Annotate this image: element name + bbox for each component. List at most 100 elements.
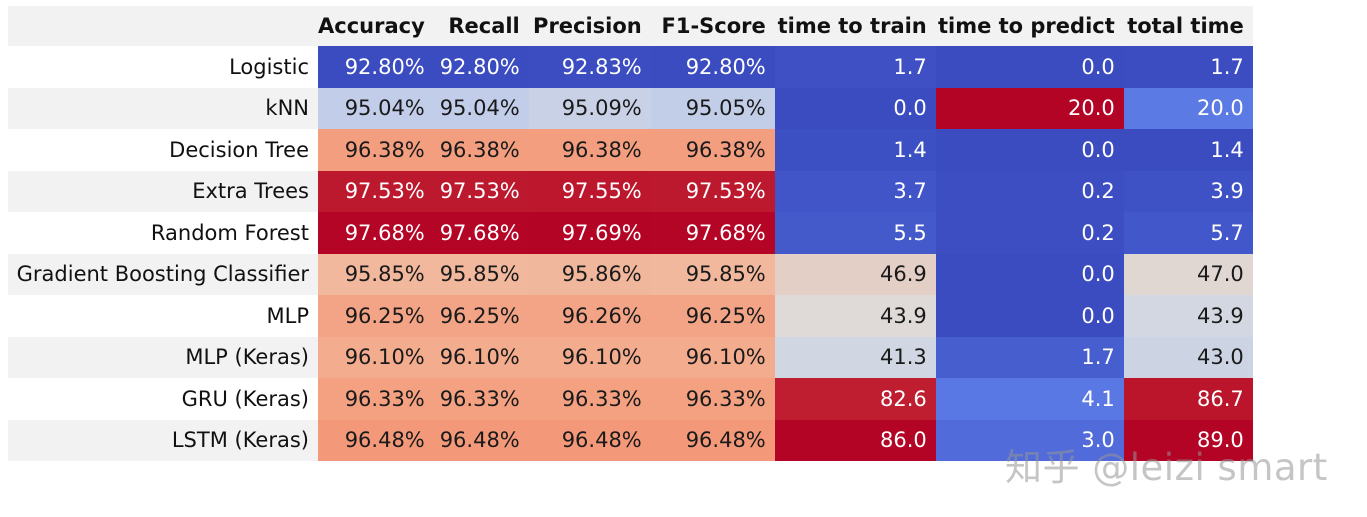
heatmap-cell: 82.6 (774, 378, 936, 420)
heatmap-cell: 43.0 (1123, 336, 1253, 378)
row-label: GRU (Keras) (8, 378, 318, 420)
row-label: Logistic (8, 46, 318, 88)
heatmap-cell: 97.68% (650, 212, 775, 254)
heatmap-cell: 92.80% (650, 46, 775, 88)
heatmap-cell: 95.04% (318, 87, 434, 129)
heatmap-cell: 95.09% (528, 87, 651, 129)
watermark: 知乎 @leizi smart (1005, 446, 1328, 489)
heatmap-cell: 0.0 (935, 46, 1124, 88)
heatmap-cell: 97.69% (528, 212, 651, 254)
row-label: MLP (Keras) (8, 336, 318, 378)
heatmap-cell: 96.10% (528, 336, 651, 378)
row-label: Gradient Boosting Classifier (8, 253, 318, 295)
table-row: MLP 96.25% 96.25% 96.26% 96.25% 43.9 0.0 43.9 (8, 295, 1253, 337)
heatmap-cell: 95.85% (433, 253, 529, 295)
heatmap-cell: 92.83% (528, 46, 651, 88)
heatmap-cell: 95.05% (650, 87, 775, 129)
row-label: Random Forest (8, 212, 318, 254)
table-row: Random Forest 97.68% 97.68% 97.69% 97.68% 5.5… (8, 212, 1253, 254)
column-header: Accuracy (318, 6, 434, 46)
table-row: kNN 95.04% 95.04% 95.09% 95.05% 0.0 20.0 20.0 (8, 87, 1253, 129)
heatmap-cell: 20.0 (1123, 87, 1253, 129)
row-label: Extra Trees (8, 170, 318, 212)
heatmap-cell: 0.0 (935, 295, 1124, 337)
table-row: Logistic 92.80% 92.80% 92.83% 92.80% 1.7 0.0 1.… (8, 46, 1253, 88)
heatmap-cell: 96.38% (318, 129, 434, 171)
heatmap-cell: 47.0 (1123, 253, 1253, 295)
heatmap-cell: 5.7 (1123, 212, 1253, 254)
heatmap-cell: 92.80% (433, 46, 529, 88)
heatmap-cell: 1.7 (935, 336, 1124, 378)
table-row: Decision Tree 96.38% 96.38% 96.38% 96.38% 1.4… (8, 129, 1253, 171)
heatmap-cell: 3.0 (935, 419, 1124, 461)
column-header: F1-Score (650, 6, 775, 46)
heatmap-cell: 4.1 (935, 378, 1124, 420)
heatmap-cell: 86.7 (1123, 378, 1253, 420)
row-label: MLP (8, 295, 318, 337)
heatmap-cell: 96.26% (528, 295, 651, 337)
heatmap-cell: 3.7 (774, 170, 936, 212)
heatmap-cell: 96.48% (318, 419, 434, 461)
heatmap-cell: 5.5 (774, 212, 936, 254)
heatmap-cell: 1.7 (1123, 46, 1253, 88)
heatmap-cell: 0.0 (774, 87, 936, 129)
heatmap-cell: 89.0 (1123, 419, 1253, 461)
heatmap-cell: 96.10% (433, 336, 529, 378)
heatmap-cell: 96.33% (318, 378, 434, 420)
row-label: Decision Tree (8, 129, 318, 171)
heatmap-cell: 96.10% (650, 336, 775, 378)
heatmap-cell: 96.33% (433, 378, 529, 420)
table-row: Extra Trees 97.53% 97.53% 97.55% 97.53% 3.7 0.… (8, 170, 1253, 212)
heatmap-cell: 3.9 (1123, 170, 1253, 212)
table-row: Gradient Boosting Classifier 95.85% 95.85%… (8, 253, 1253, 295)
heatmap-cell: 0.2 (935, 212, 1124, 254)
heatmap-cell: 96.48% (650, 419, 775, 461)
column-header: Precision (528, 6, 651, 46)
table-body: Logistic 92.80% 92.80% 92.83% 92.80% 1.7 0.0 1.… (8, 46, 1253, 461)
column-header: time to predict (935, 6, 1124, 46)
table-row: MLP (Keras) 96.10% 96.10% 96.10% 96.10% 41.3 1… (8, 336, 1253, 378)
heatmap-cell: 96.48% (433, 419, 529, 461)
heatmap-cell: 1.4 (1123, 129, 1253, 171)
row-label: LSTM (Keras) (8, 419, 318, 461)
heatmap-cell: 97.53% (433, 170, 529, 212)
heatmap-cell: 97.55% (528, 170, 651, 212)
heatmap-cell: 1.4 (774, 129, 936, 171)
column-header: Recall (433, 6, 529, 46)
heatmap-cell: 43.9 (1123, 295, 1253, 337)
heatmap-cell: 97.68% (433, 212, 529, 254)
heatmap-cell: 96.33% (528, 378, 651, 420)
heatmap-cell: 0.0 (935, 253, 1124, 295)
heatmap-cell: 43.9 (774, 295, 936, 337)
heatmap-cell: 96.38% (528, 129, 651, 171)
corner-cell (8, 6, 318, 46)
heatmap-cell: 97.68% (318, 212, 434, 254)
heatmap-cell: 96.38% (433, 129, 529, 171)
heatmap-cell: 97.53% (650, 170, 775, 212)
heatmap-cell: 96.33% (650, 378, 775, 420)
heatmap-cell: 96.38% (650, 129, 775, 171)
heatmap-cell: 92.80% (318, 46, 434, 88)
heatmap-cell: 1.7 (774, 46, 936, 88)
heatmap-cell: 0.0 (935, 129, 1124, 171)
heatmap-cell: 97.53% (318, 170, 434, 212)
heatmap-cell: 0.2 (935, 170, 1124, 212)
header-row: Accuracy Recall Precision F1-Score time … (8, 6, 1253, 46)
heatmap-cell: 41.3 (774, 336, 936, 378)
row-label: kNN (8, 87, 318, 129)
heatmap-table: Accuracy Recall Precision F1-Score time … (8, 6, 1253, 461)
table-row: GRU (Keras) 96.33% 96.33% 96.33% 96.33% 82.6 4… (8, 378, 1253, 420)
heatmap-cell: 46.9 (774, 253, 936, 295)
heatmap-cell: 95.86% (528, 253, 651, 295)
heatmap-cell: 96.25% (318, 295, 434, 337)
heatmap-cell: 95.04% (433, 87, 529, 129)
heatmap-cell: 86.0 (774, 419, 936, 461)
table-row: LSTM (Keras) 96.48% 96.48% 96.48% 96.48% 86.0… (8, 419, 1253, 461)
heatmap-cell: 95.85% (318, 253, 434, 295)
column-header: time to train (774, 6, 936, 46)
heatmap-cell: 96.25% (433, 295, 529, 337)
heatmap-cell: 96.25% (650, 295, 775, 337)
heatmap-cell: 96.48% (528, 419, 651, 461)
column-header: total time (1123, 6, 1253, 46)
heatmap-cell: 20.0 (935, 87, 1124, 129)
